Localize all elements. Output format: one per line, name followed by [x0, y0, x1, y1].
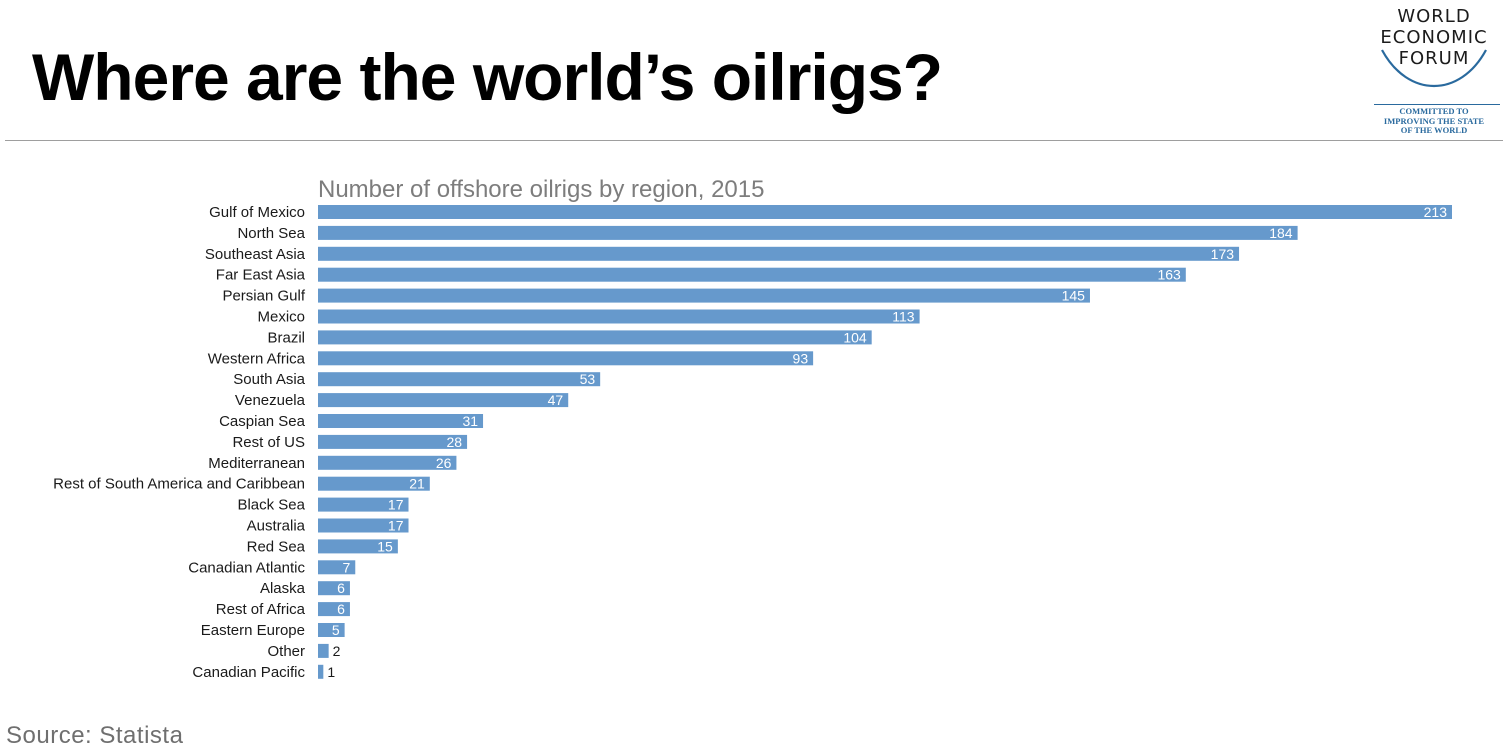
- bar: [318, 455, 457, 470]
- category-label: Mexico: [257, 309, 305, 326]
- wef-logo: WORLD ECONOMIC FORUM COMMITTED TO IMPROV…: [1368, 6, 1500, 136]
- bar: [318, 602, 350, 617]
- bar: [318, 205, 1452, 219]
- logo-tagline: COMMITTED TO IMPROVING THE STATE OF THE …: [1368, 106, 1500, 136]
- bar: [318, 414, 484, 428]
- bar: [318, 581, 350, 596]
- value-label: 6: [337, 580, 345, 596]
- value-label: 213: [1424, 204, 1448, 220]
- bar: [318, 288, 1090, 303]
- bar: [318, 225, 1298, 240]
- category-label: Brazil: [267, 329, 305, 346]
- bar: [318, 372, 601, 387]
- category-label: South Asia: [233, 371, 305, 388]
- category-label: Mediterranean: [208, 455, 305, 472]
- value-label: 2: [333, 643, 341, 659]
- category-label: North Sea: [237, 225, 305, 242]
- value-label: 28: [446, 434, 462, 450]
- category-label: Canadian Atlantic: [188, 559, 305, 576]
- header-divider: [5, 140, 1503, 141]
- bar: [318, 330, 872, 345]
- category-label: Southeast Asia: [205, 246, 306, 263]
- value-label: 173: [1211, 246, 1235, 262]
- category-label: Persian Gulf: [222, 288, 305, 305]
- value-label: 145: [1062, 288, 1086, 304]
- bar: [318, 393, 569, 408]
- value-label: 93: [793, 350, 809, 366]
- logo-wordmark: WORLD ECONOMIC FORUM: [1368, 6, 1500, 69]
- category-label: Caspian Sea: [219, 413, 306, 430]
- category-label: Eastern Europe: [201, 622, 305, 639]
- bar: [318, 267, 1186, 282]
- page-title: Where are the world’s oilrigs?: [32, 40, 943, 114]
- source-note: Source: Statista: [6, 722, 184, 749]
- category-label: Western Africa: [208, 350, 306, 367]
- bar: [318, 560, 356, 575]
- category-label: Far East Asia: [216, 267, 306, 284]
- value-label: 21: [409, 476, 425, 492]
- bar: [318, 434, 468, 449]
- logo-line-3: FORUM: [1398, 48, 1470, 69]
- value-label: 6: [337, 601, 345, 617]
- category-label: Rest of South America and Caribbean: [53, 476, 305, 493]
- category-label: Venezuela: [235, 392, 306, 409]
- value-label: 26: [436, 455, 452, 471]
- value-label: 31: [462, 413, 478, 429]
- chart-title: Number of offshore oilrigs by region, 20…: [318, 176, 765, 203]
- bar: [318, 351, 814, 366]
- value-label: 5: [332, 622, 340, 638]
- category-label: Red Sea: [247, 538, 306, 555]
- bar: [318, 539, 398, 554]
- value-label: 163: [1157, 267, 1181, 283]
- category-label: Alaska: [260, 580, 306, 597]
- value-label: 113: [892, 309, 915, 325]
- category-label: Australia: [247, 518, 306, 535]
- bar: [318, 309, 920, 324]
- bar: [318, 664, 324, 679]
- value-label: 53: [580, 371, 596, 387]
- value-label: 104: [843, 329, 867, 345]
- value-label: 15: [377, 538, 393, 554]
- value-label: 7: [342, 559, 350, 575]
- bar: [318, 518, 409, 533]
- logo-line-2: ECONOMIC: [1380, 27, 1488, 48]
- bar: [318, 623, 345, 637]
- logo-divider: [1374, 104, 1500, 105]
- logo-tagline-3: OF THE WORLD: [1400, 125, 1468, 135]
- category-label: Black Sea: [237, 497, 305, 514]
- value-label: 184: [1269, 225, 1293, 241]
- value-label: 1: [327, 664, 335, 680]
- category-label: Rest of Africa: [216, 601, 306, 618]
- category-label: Gulf of Mexico: [209, 204, 305, 221]
- category-label: Rest of US: [232, 434, 305, 451]
- bar: [318, 246, 1240, 261]
- value-label: 47: [548, 392, 564, 408]
- value-label: 17: [388, 518, 404, 534]
- bar-chart: Gulf of Mexico 213 North Sea 184 Southeast A…: [53, 204, 1452, 681]
- category-label: Other: [267, 643, 305, 660]
- logo-tagline-2: IMPROVING THE STATE: [1383, 115, 1485, 126]
- logo-swoosh-icon: [1381, 49, 1487, 87]
- logo-tagline-1: COMMITTED TO: [1399, 106, 1469, 116]
- bar: [318, 643, 329, 658]
- bar: [318, 476, 430, 491]
- logo-line-1: WORLD: [1397, 6, 1471, 27]
- value-label: 17: [388, 497, 404, 513]
- bar: [318, 497, 409, 512]
- category-label: Canadian Pacific: [192, 664, 305, 681]
